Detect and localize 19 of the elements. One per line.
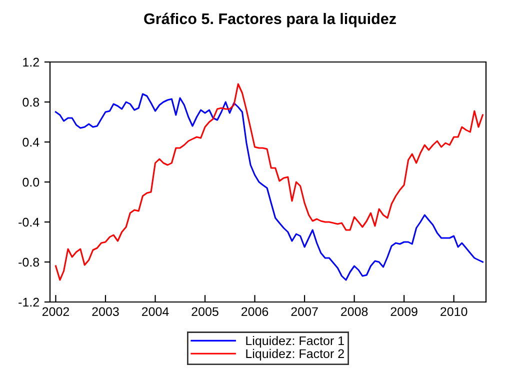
y-tick-label: -1.2 <box>18 298 39 307</box>
chart-title: Gráfico 5. Factores para la liquidez <box>144 12 396 28</box>
legend-label: Liquidez: Factor 1 <box>246 336 344 348</box>
x-tick-label: 2009 <box>390 307 418 316</box>
x-tick-label: 2004 <box>142 307 169 316</box>
y-tick-label: 0.8 <box>22 98 40 107</box>
x-tick-label: 2005 <box>192 307 218 316</box>
x-tick-label: 2006 <box>242 307 268 316</box>
x-tick-label: 2003 <box>92 307 119 316</box>
y-tick-label: -0.8 <box>18 258 40 267</box>
y-tick-label: 1.2 <box>23 58 39 67</box>
x-tick-label: 2002 <box>42 307 70 316</box>
x-tick-label: 2008 <box>341 307 368 316</box>
y-tick-label: -0.4 <box>18 218 40 227</box>
x-tick-label: 2007 <box>291 307 318 316</box>
y-tick-label: 0.4 <box>22 138 40 147</box>
x-tick-label: 2010 <box>440 307 468 316</box>
y-tick-label: 0.0 <box>22 178 40 187</box>
legend-label: Liquidez: Factor 2 <box>246 348 344 361</box>
